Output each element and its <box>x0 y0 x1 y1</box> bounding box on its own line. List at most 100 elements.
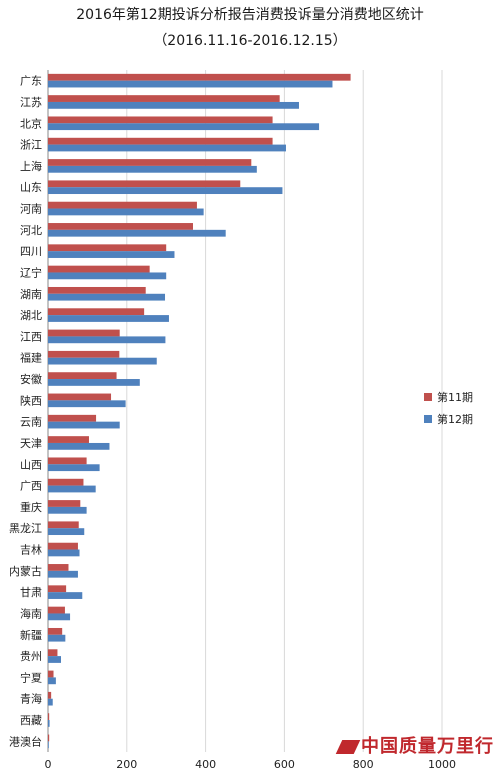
bar-陕西-第11期 <box>48 393 112 401</box>
bar-青海-第11期 <box>48 691 52 699</box>
bar-湖北-第11期 <box>48 308 145 316</box>
bar-陕西-第12期 <box>48 400 126 408</box>
legend-label: 第11期 <box>437 390 473 404</box>
bar-贵州-第11期 <box>48 649 58 657</box>
bar-浙江-第11期 <box>48 137 273 145</box>
y-tick-label: 云南 <box>20 416 42 429</box>
x-tick-label: 200 <box>116 758 137 771</box>
bar-福建-第11期 <box>48 350 120 358</box>
bar-天津-第11期 <box>48 436 89 443</box>
bar-重庆-第11期 <box>48 500 81 507</box>
bar-湖北-第12期 <box>48 315 169 322</box>
bar-广西-第11期 <box>48 478 84 486</box>
y-tick-label: 北京 <box>20 116 42 130</box>
bars <box>48 73 351 749</box>
y-tick-label: 广西 <box>20 480 42 493</box>
y-tick-label: 甘肃 <box>20 586 42 599</box>
bar-山西-第12期 <box>48 464 100 472</box>
y-tick-label: 黑龙江 <box>9 522 42 535</box>
bar-山东-第11期 <box>48 180 241 188</box>
bar-内蒙古-第11期 <box>48 564 69 571</box>
chart-title: 2016年第12期投诉分析报告消费投诉量分消费地区统计 <box>76 7 424 23</box>
x-axis-labels: 0 200 400 600 800 1000 <box>45 758 457 771</box>
bar-河南-第12期 <box>48 208 204 216</box>
y-tick-label: 山西 <box>20 458 42 471</box>
bar-四川-第11期 <box>48 244 167 252</box>
bar-上海-第11期 <box>48 159 252 166</box>
y-tick-label: 湖南 <box>20 288 42 301</box>
bar-海南-第12期 <box>48 613 71 621</box>
bar-福建-第12期 <box>48 357 157 365</box>
y-tick-label: 辽宁 <box>20 265 42 279</box>
bar-吉林-第12期 <box>48 549 80 557</box>
y-tick-label: 浙江 <box>20 139 42 152</box>
bar-河北-第11期 <box>48 223 193 230</box>
x-tick-label: 600 <box>274 758 295 771</box>
y-tick-label: 西藏 <box>20 714 42 727</box>
bar-山东-第12期 <box>48 187 283 195</box>
y-tick-label: 港澳台 <box>9 734 42 748</box>
bar-港澳台-第12期 <box>48 741 49 749</box>
bar-贵州-第12期 <box>48 656 62 663</box>
bar-西藏-第12期 <box>48 720 50 727</box>
y-tick-label: 江苏 <box>20 96 42 109</box>
y-tick-label: 上海 <box>20 159 42 173</box>
legend-label: 第12期 <box>437 412 473 426</box>
bar-北京-第11期 <box>48 116 273 124</box>
bar-上海-第12期 <box>48 165 257 173</box>
y-tick-label: 内蒙古 <box>9 564 42 578</box>
bar-北京-第12期 <box>48 123 320 131</box>
chart-subtitle: （2016.11.16-2016.12.15） <box>153 33 347 49</box>
y-tick-label: 青海 <box>20 692 42 706</box>
bar-广西-第12期 <box>48 485 96 493</box>
y-tick-label: 安徽 <box>20 372 42 386</box>
bar-甘肃-第12期 <box>48 592 83 599</box>
bar-吉林-第11期 <box>48 542 78 550</box>
y-tick-label: 江西 <box>20 330 42 343</box>
bar-湖南-第12期 <box>48 293 166 301</box>
y-tick-label: 贵州 <box>20 650 42 663</box>
bar-辽宁-第12期 <box>48 272 167 280</box>
bar-山西-第11期 <box>48 457 87 465</box>
bar-辽宁-第11期 <box>48 265 150 273</box>
bar-海南-第11期 <box>48 606 65 614</box>
x-tick-label: 400 <box>195 758 216 771</box>
bar-天津-第12期 <box>48 442 110 450</box>
logo-icon <box>335 740 361 754</box>
y-tick-label: 新疆 <box>20 628 42 642</box>
legend-swatch <box>424 393 432 401</box>
y-tick-label: 山东 <box>20 181 42 194</box>
bar-江苏-第12期 <box>48 101 299 109</box>
bar-青海-第12期 <box>48 698 53 706</box>
bar-黑龙江-第11期 <box>48 521 79 529</box>
y-tick-label: 福建 <box>20 351 42 365</box>
watermark-text: 中国质量万里行 <box>361 736 494 757</box>
bar-江西-第11期 <box>48 329 120 337</box>
bar-重庆-第12期 <box>48 506 87 514</box>
bar-安徽-第12期 <box>48 379 140 386</box>
bar-河南-第11期 <box>48 201 197 209</box>
bar-宁夏-第11期 <box>48 670 54 678</box>
bar-西藏-第11期 <box>48 713 50 721</box>
bar-安徽-第11期 <box>48 372 117 380</box>
x-tick-label: 800 <box>353 758 374 771</box>
bar-广东-第11期 <box>48 73 351 81</box>
bar-云南-第12期 <box>48 421 120 429</box>
y-tick-label: 海南 <box>20 606 42 620</box>
y-tick-label: 广东 <box>20 75 42 88</box>
bar-浙江-第12期 <box>48 144 286 152</box>
x-tick-label: 0 <box>45 758 52 771</box>
x-tick-label: 1000 <box>428 758 456 771</box>
y-tick-label: 湖北 <box>20 309 42 322</box>
legend-swatch <box>424 415 432 423</box>
y-tick-label: 河南 <box>20 203 42 216</box>
y-axis-labels: 广东江苏北京浙江上海山东河南河北四川辽宁湖南湖北江西福建安徽陕西云南天津山西广西… <box>9 75 42 749</box>
bar-新疆-第12期 <box>48 634 66 642</box>
bar-新疆-第11期 <box>48 627 63 635</box>
bar-广东-第12期 <box>48 80 333 88</box>
y-tick-label: 陕西 <box>20 393 42 407</box>
bar-四川-第12期 <box>48 251 175 258</box>
y-tick-label: 天津 <box>20 437 42 450</box>
bar-宁夏-第12期 <box>48 677 56 685</box>
